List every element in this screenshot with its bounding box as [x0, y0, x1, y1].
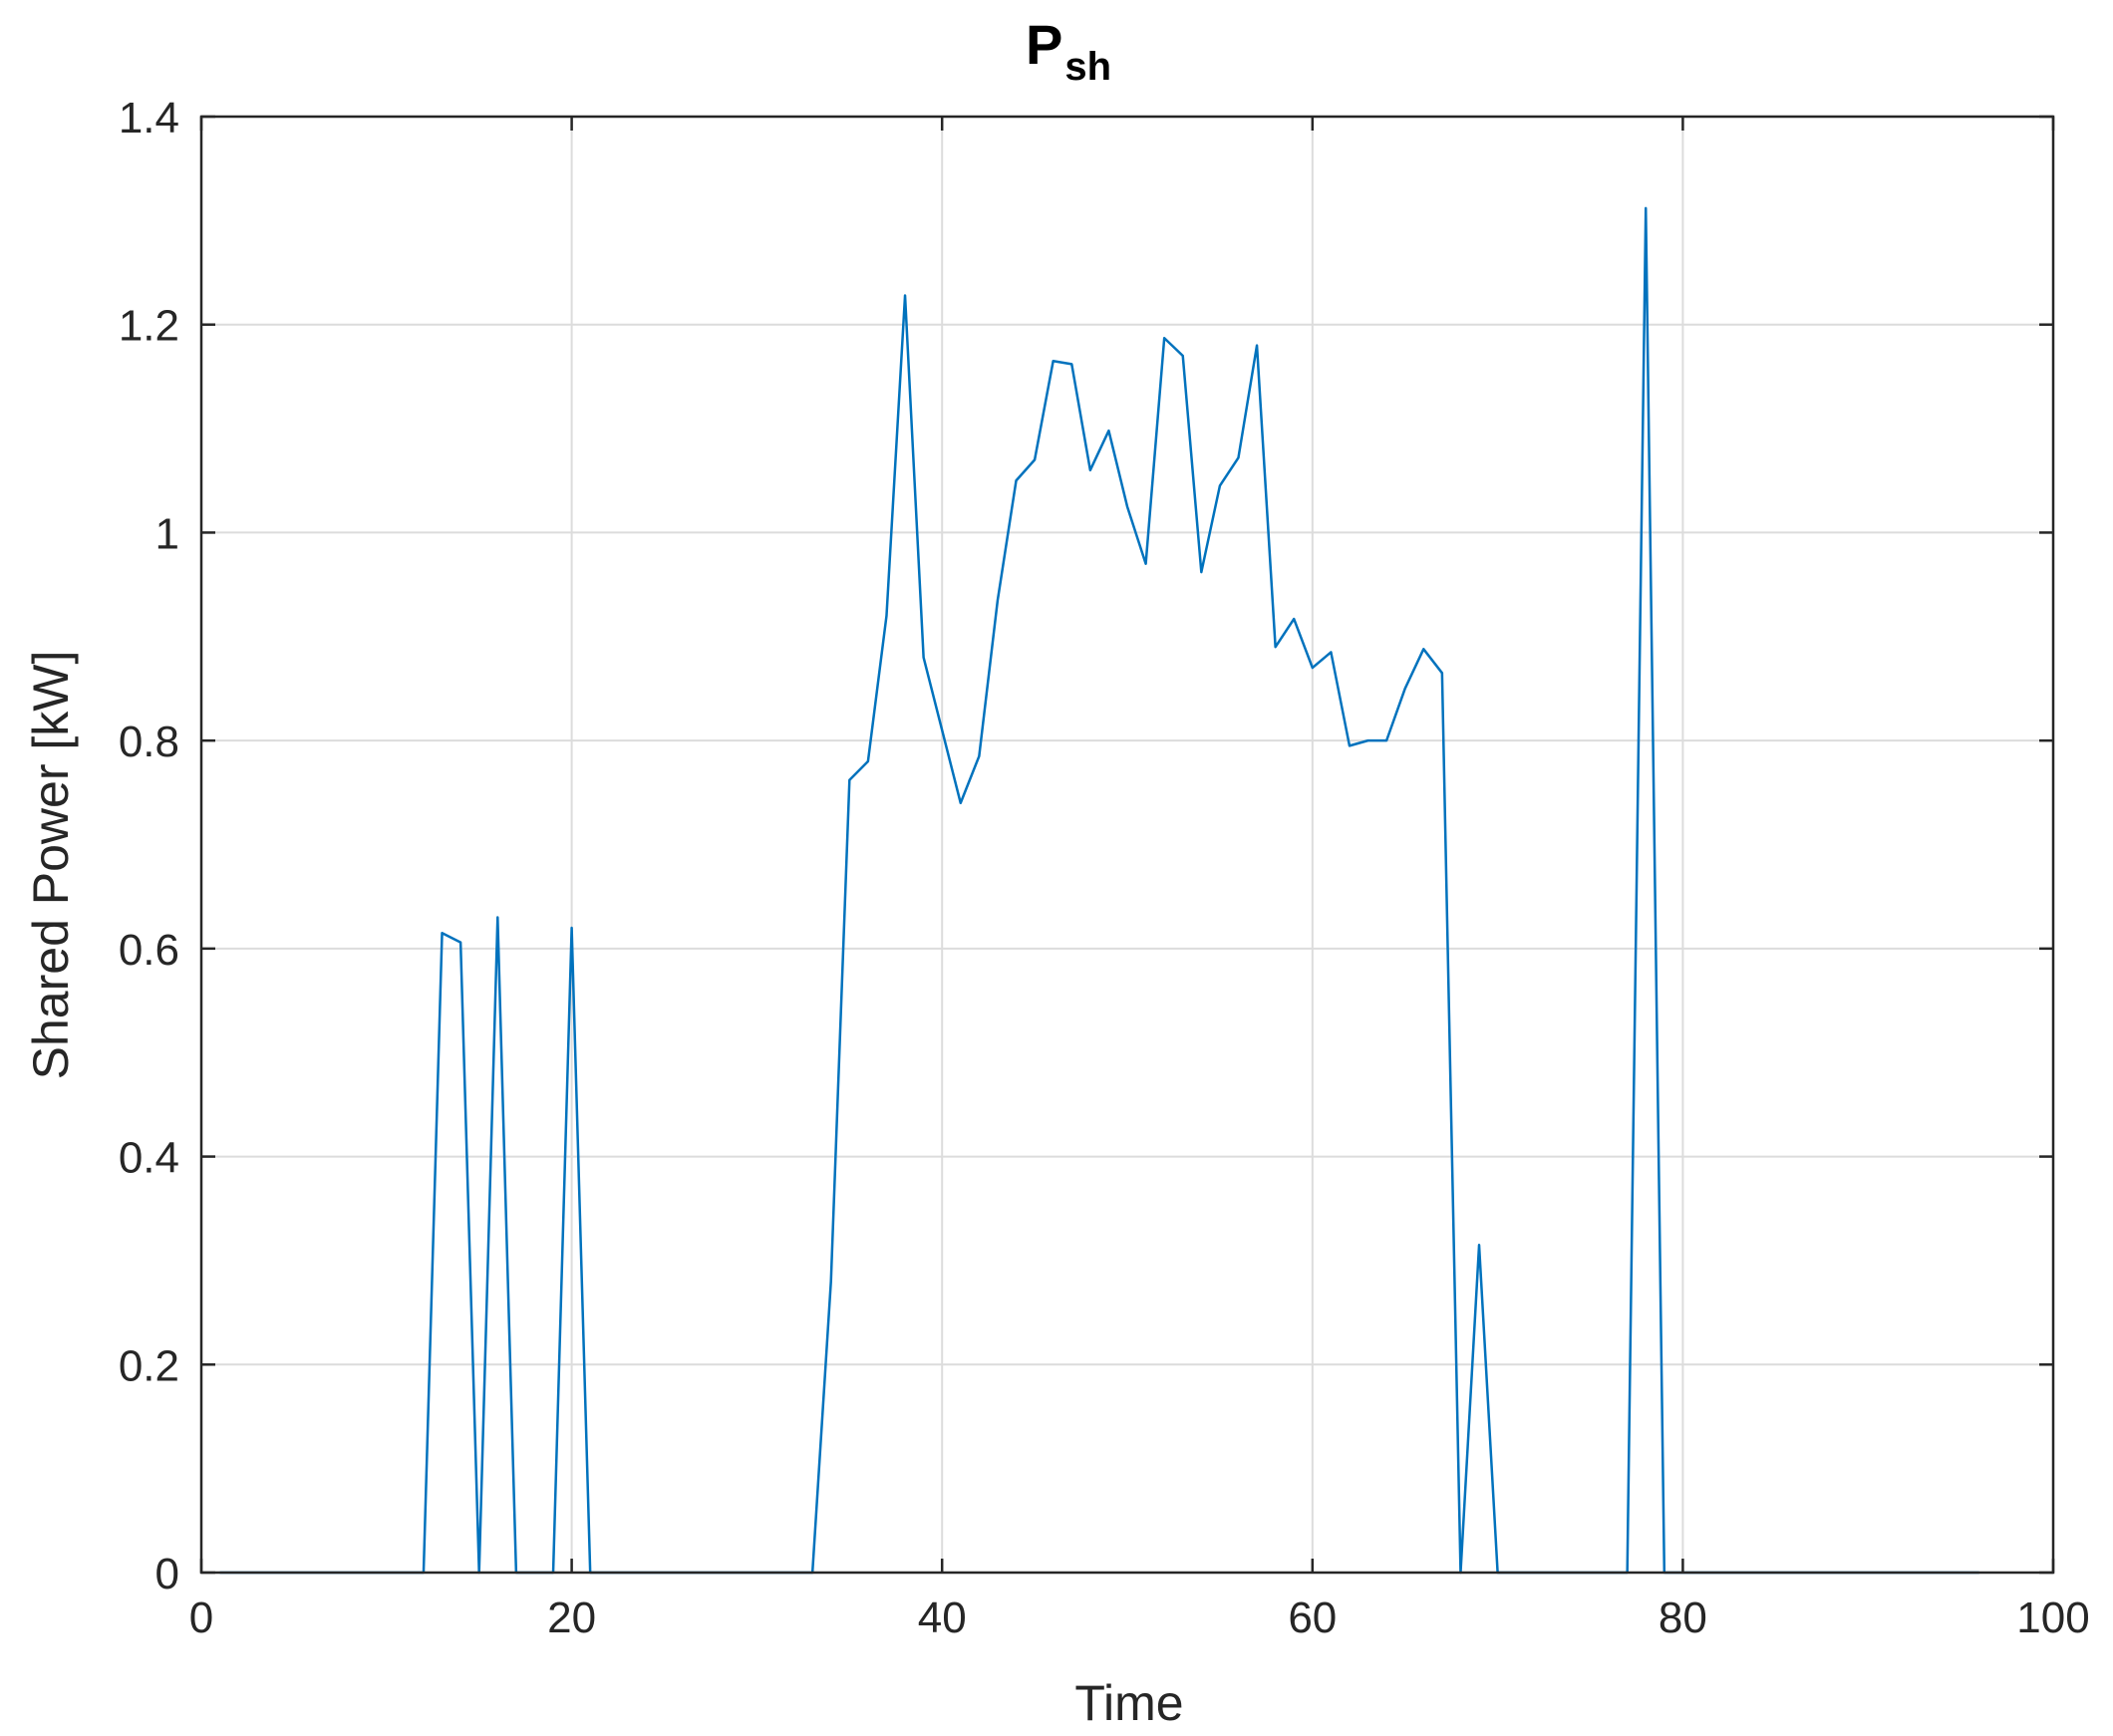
y-tick-label: 0	[155, 1550, 179, 1598]
series-layer	[219, 206, 1979, 1575]
y-tick-label: 1.2	[119, 302, 179, 351]
y-tick-label: 0.4	[119, 1134, 179, 1183]
chart-title-subscript: sh	[1064, 45, 1111, 89]
grid	[201, 117, 2053, 1573]
x-axis-label: Time	[1074, 1675, 1183, 1731]
y-tick-label: 0.6	[119, 926, 179, 975]
axes	[199, 115, 2055, 1575]
x-tick-label: 20	[547, 1593, 596, 1642]
x-tick-label: 0	[189, 1593, 213, 1642]
y-tick-label: 1	[155, 509, 179, 558]
y-tick-label: 1.4	[119, 94, 179, 143]
x-tick-label: 40	[918, 1593, 967, 1642]
x-tick-label: 60	[1288, 1593, 1337, 1642]
y-tick-label: 0.8	[119, 718, 179, 766]
tick-labels: 0 20 40 60 80 100 0 0.2 0.4 0.6 0.8 1 1.2 1.4	[119, 94, 2090, 1642]
series-line-1	[219, 206, 1979, 1575]
chart-title: Psh	[1026, 13, 1111, 89]
x-tick-label: 80	[1659, 1593, 1707, 1642]
x-tick-label: 100	[2016, 1593, 2089, 1642]
y-tick-label: 0.2	[119, 1341, 179, 1390]
plot-box	[199, 115, 2055, 1575]
chart-title-main: P	[1026, 13, 1062, 76]
y-axis-label: Shared Power [kW]	[23, 651, 79, 1080]
